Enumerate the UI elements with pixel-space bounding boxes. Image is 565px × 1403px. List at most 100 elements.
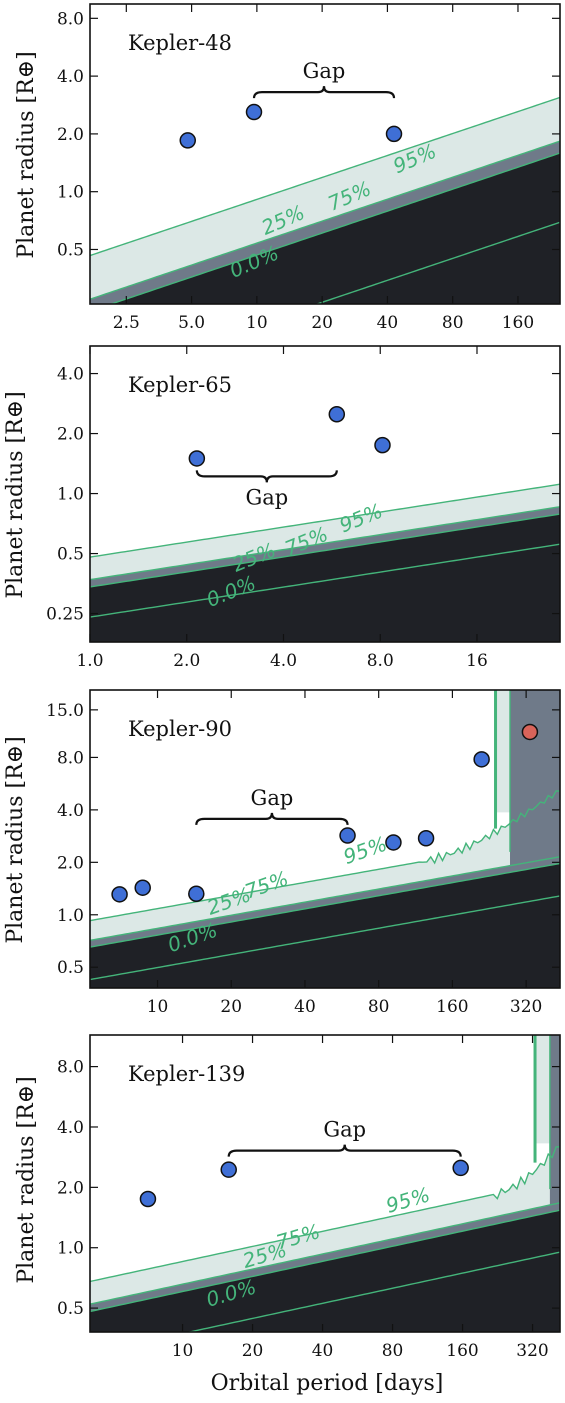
plot-frame bbox=[89, 1034, 561, 1333]
gap-label: Gap bbox=[245, 485, 288, 509]
y-axis-label-4: Planet radius [R⊕] bbox=[14, 1076, 39, 1283]
band-75-95 bbox=[90, 1146, 560, 1305]
planet-marker bbox=[179, 132, 197, 149]
band-75-95 bbox=[90, 790, 560, 941]
x-tick-label: 40 bbox=[312, 1341, 334, 1361]
y-tick-label: 2.0 bbox=[57, 125, 84, 145]
x-tick-label: 16 bbox=[466, 651, 488, 671]
y-tick-label: 0.5 bbox=[57, 958, 84, 978]
planet-marker bbox=[385, 125, 403, 143]
contour-line-0.0pct bbox=[90, 543, 560, 618]
gap-label: Gap bbox=[303, 59, 346, 83]
planet-marker bbox=[139, 1190, 157, 1208]
x-tick-label: 80 bbox=[368, 997, 390, 1017]
steep-rise-light-region bbox=[535, 1035, 550, 1144]
x-tick-label: 8.0 bbox=[367, 651, 394, 671]
x-tick-label: 40 bbox=[294, 997, 316, 1017]
y-tick-label: 0.5 bbox=[57, 240, 84, 260]
y-tick-label: 4.0 bbox=[57, 1118, 84, 1138]
contour-line-0.0pct bbox=[186, 1251, 560, 1332]
x-tick-label: 20 bbox=[311, 313, 333, 333]
contour-line-25pct bbox=[90, 1209, 560, 1313]
band-25-75 bbox=[90, 856, 560, 948]
contour-line-95pct bbox=[90, 483, 560, 558]
panel-title: Kepler-139 bbox=[128, 1062, 245, 1086]
x-tick-label: 20 bbox=[242, 1341, 264, 1361]
y-tick-label: 0.25 bbox=[46, 605, 84, 625]
plot-frame bbox=[89, 689, 561, 989]
y-tick-label: 4.0 bbox=[57, 801, 84, 821]
y-tick-label: 8.0 bbox=[57, 748, 84, 768]
contour-line-25pct bbox=[90, 862, 560, 948]
planet-marker bbox=[385, 834, 402, 851]
y-tick-label: 8.0 bbox=[57, 9, 84, 29]
y-tick-label: 2.0 bbox=[57, 425, 84, 445]
contour-line-75pct bbox=[90, 1202, 560, 1305]
contour-line-0.0pct bbox=[90, 895, 560, 981]
y-tick-label: 0.5 bbox=[57, 1299, 84, 1319]
y-tick-label: 15.0 bbox=[46, 701, 84, 721]
band-0-25 bbox=[90, 514, 560, 642]
planet-marker bbox=[220, 1161, 237, 1178]
y-tick-label: 4.0 bbox=[57, 365, 84, 385]
x-tick-label: 10 bbox=[246, 313, 268, 333]
planet-marker bbox=[188, 450, 206, 467]
planet-marker bbox=[134, 879, 151, 896]
x-tick-label: 2.5 bbox=[113, 313, 140, 333]
contour-line-95pct bbox=[90, 1146, 560, 1283]
panel-title: Kepler-65 bbox=[128, 373, 232, 397]
gap-bracket bbox=[195, 470, 338, 483]
contour-line-95pct bbox=[90, 790, 560, 922]
x-tick-label: 1.0 bbox=[76, 651, 103, 671]
planet-marker bbox=[111, 886, 128, 903]
y-axis-label-1: Planet radius [R⊕] bbox=[14, 51, 39, 258]
gap-bracket bbox=[227, 1144, 462, 1157]
y-tick-label: 1.0 bbox=[57, 183, 84, 203]
panel-title: Kepler-48 bbox=[128, 31, 232, 55]
planet-marker bbox=[374, 436, 391, 454]
planet-marker bbox=[473, 751, 490, 768]
band-25-75 bbox=[90, 506, 560, 587]
planet-marker bbox=[245, 103, 263, 121]
contour-line-75pct bbox=[90, 140, 560, 300]
planet-marker bbox=[188, 885, 205, 903]
x-tick-label: 160 bbox=[502, 313, 534, 333]
planet-marker bbox=[452, 1159, 469, 1177]
x-tick-label: 40 bbox=[377, 313, 399, 333]
y-tick-label: 1.0 bbox=[57, 1239, 84, 1259]
x-tick-label: 160 bbox=[436, 997, 468, 1017]
x-axis-label: Orbital period [days] bbox=[211, 1371, 444, 1396]
band-75-95 bbox=[90, 484, 560, 580]
y-tick-label: 1.0 bbox=[57, 906, 84, 926]
band-0-25-overlay bbox=[90, 1210, 560, 1332]
gap-label: Gap bbox=[323, 1118, 366, 1142]
y-tick-label: 2.0 bbox=[57, 1178, 84, 1198]
y-axis-label-2: Planet radius [R⊕] bbox=[3, 391, 28, 598]
x-tick-label: 4.0 bbox=[270, 651, 297, 671]
x-tick-label: 320 bbox=[516, 1341, 548, 1361]
contour-line-0.0pct bbox=[314, 221, 560, 304]
x-tick-label: 160 bbox=[446, 1341, 478, 1361]
band-25-75 bbox=[90, 1202, 560, 1312]
contour-line-25pct bbox=[109, 152, 560, 304]
y-tick-label: 4.0 bbox=[57, 67, 84, 87]
steep-rise-mid-region bbox=[549, 1035, 560, 1332]
planet-marker bbox=[339, 827, 356, 844]
contour-line-75pct bbox=[90, 856, 560, 942]
plot-frame bbox=[89, 3, 561, 305]
band-0-25-overlay bbox=[90, 863, 560, 988]
steep-rise-light-region bbox=[495, 690, 511, 813]
x-tick-label: 10 bbox=[147, 997, 169, 1017]
x-tick-label: 80 bbox=[382, 1341, 404, 1361]
band-25-75 bbox=[90, 141, 560, 304]
contour-line-25pct bbox=[90, 513, 560, 588]
band-75-95 bbox=[90, 97, 560, 300]
contour-line-75pct bbox=[90, 506, 560, 581]
planet-marker bbox=[328, 405, 346, 423]
panel-title: Kepler-90 bbox=[128, 717, 232, 741]
x-tick-label: 80 bbox=[442, 313, 464, 333]
